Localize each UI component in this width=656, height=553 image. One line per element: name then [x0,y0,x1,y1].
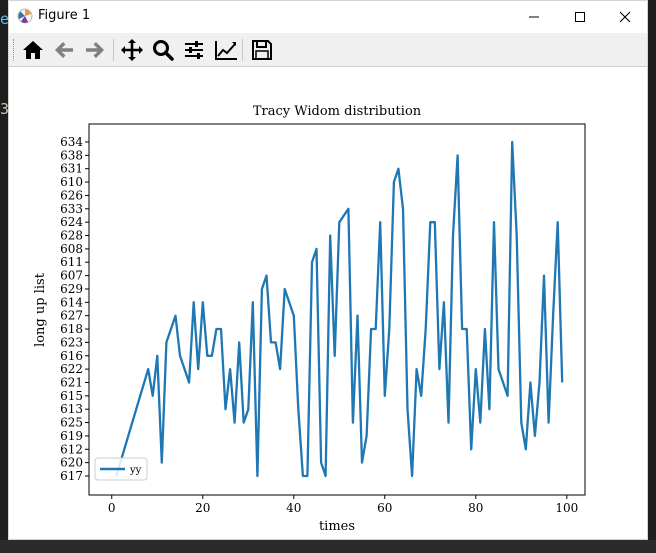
background-editor-strip: e 3 [0,0,10,553]
y-tick-label: 610 [60,175,83,189]
save-floppy-icon [252,40,272,60]
editor-char-1: e [0,10,10,28]
plot-frame [88,123,586,496]
x-tick-label: 40 [286,501,301,515]
legend-label-yy: yy [129,465,142,476]
y-axis-ticks: 6176206126196256136156216226166236186276… [60,135,89,483]
figure-window: Figure 1 [8,0,648,540]
series-lines [115,140,564,478]
close-icon [619,11,631,23]
pan-button[interactable] [118,36,146,64]
y-tick-label: 612 [60,442,83,456]
y-tick-label: 625 [60,416,83,430]
chart-title: Tracy Widom distribution [253,104,422,119]
legend: yy [94,457,148,481]
forward-arrow-icon [86,42,104,58]
edit-axis-icon [215,41,237,60]
y-tick-label: 615 [60,389,83,403]
close-button[interactable] [602,1,648,33]
y-tick-label: 627 [60,309,83,323]
series-line-yy [115,140,564,478]
minimize-button[interactable] [511,1,557,33]
maximize-icon [575,12,585,22]
navigation-toolbar [9,33,647,67]
figure-canvas[interactable]: Tracy Widom distribution 0 20 40 60 80 100 61… [9,67,647,539]
y-tick-label: 613 [60,402,83,416]
y-tick-label: 616 [60,349,83,363]
forward-button[interactable] [81,36,109,64]
y-tick-label: 607 [60,269,83,283]
configure-subplots-icon [185,41,203,59]
y-tick-label: 620 [60,456,83,470]
maximize-button[interactable] [557,1,603,33]
configure-subplots-button[interactable] [180,36,208,64]
back-button[interactable] [50,36,78,64]
back-arrow-icon [55,42,73,58]
y-tick-label: 623 [60,335,83,349]
window-title: Figure 1 [38,8,91,23]
app-icon [17,8,33,24]
home-button[interactable] [19,36,47,64]
y-tick-label: 618 [60,322,83,336]
y-tick-label: 629 [60,282,83,296]
y-tick-label: 628 [60,229,83,243]
y-tick-label: 638 [60,148,83,162]
y-axis-label: long up list [33,272,48,347]
y-tick-label: 608 [60,242,83,256]
y-tick-label: 621 [60,375,83,389]
y-tick-label: 626 [60,188,83,202]
y-tick-label: 617 [60,469,83,483]
toolbar-separator [242,39,243,61]
editor-char-2: 3 [0,100,10,118]
y-tick-label: 633 [60,202,83,216]
pan-move-icon [121,39,143,61]
taskbar-strip [0,540,656,553]
y-tick-label: 631 [60,162,83,176]
zoom-button[interactable] [149,36,177,64]
toolbar-separator [113,39,114,61]
x-axis-label: times [319,519,355,534]
x-tick-label: 0 [108,501,116,515]
y-tick-label: 622 [60,362,83,376]
y-tick-label: 614 [60,295,83,309]
y-tick-label: 611 [60,255,83,269]
y-tick-label: 619 [60,429,83,443]
x-axis-ticks: 0 20 40 60 80 100 [108,495,578,515]
y-tick-label: 634 [60,135,83,149]
x-tick-label: 20 [195,501,210,515]
x-tick-label: 100 [555,501,578,515]
zoom-magnifier-icon [153,40,174,61]
line-chart: Tracy Widom distribution 0 20 40 60 80 100 61… [33,104,586,534]
x-tick-label: 80 [468,501,483,515]
home-icon [23,41,43,59]
x-tick-label: 60 [377,501,392,515]
toolbar-grip [13,39,16,61]
title-bar[interactable]: Figure 1 [9,1,647,33]
y-tick-label: 624 [60,215,83,229]
save-button[interactable] [248,36,276,64]
edit-axis-button[interactable] [212,36,240,64]
minimize-icon [529,16,539,18]
